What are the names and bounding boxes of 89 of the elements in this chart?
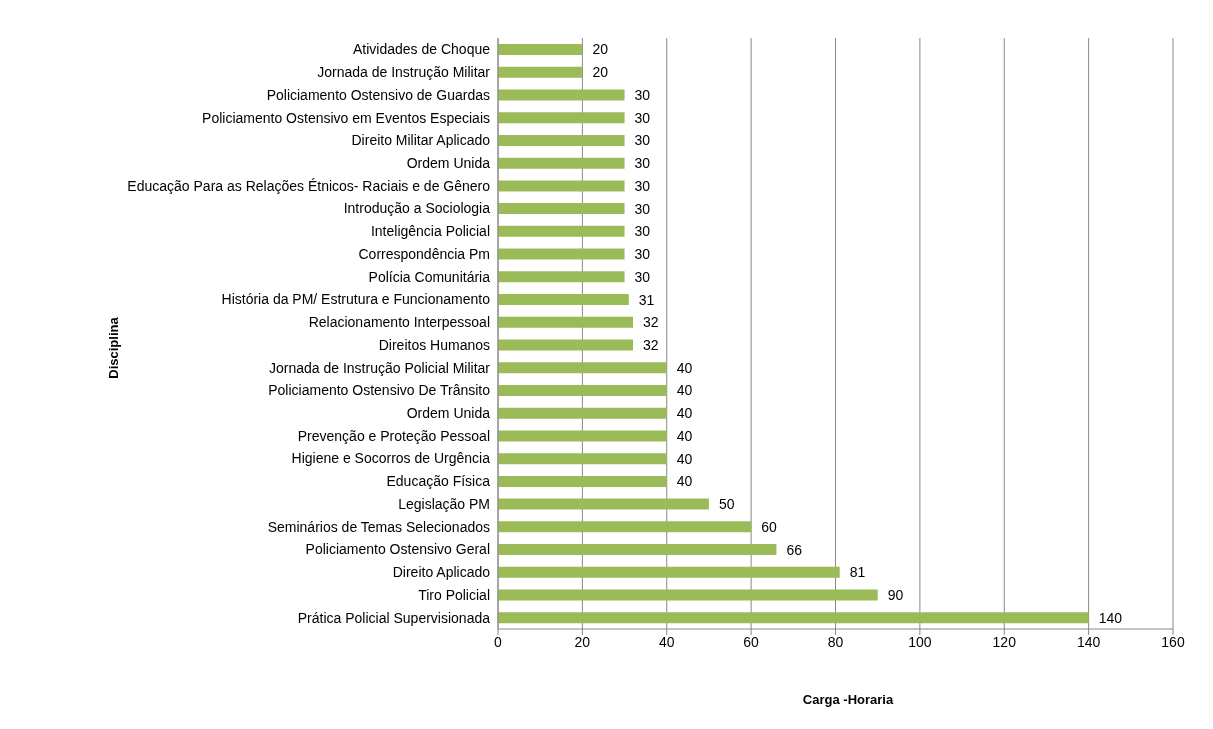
bar: [498, 384, 667, 396]
y-tick-label: Ordem Unida: [406, 405, 491, 422]
x-axis-title: Carga -Horaria: [801, 692, 895, 707]
y-tick-label: Correspondência Pm: [358, 245, 490, 262]
y-tick-label: Policiamento Ostensivo De Trânsito: [268, 382, 491, 399]
y-tick-label: Polícia Comunitária: [368, 268, 491, 285]
bar: [498, 339, 633, 351]
bar: [498, 362, 667, 374]
y-tick-label: Inteligência Policial: [370, 223, 490, 240]
data-label: 60: [761, 518, 777, 535]
y-tick-label: Relacionamento Interpessoal: [308, 314, 490, 331]
y-tick-label: Jornada de Instrução Militar: [317, 64, 491, 81]
y-axis-title: Disciplina: [105, 317, 121, 379]
x-tick-label: 120: [992, 633, 1017, 650]
bar: [498, 225, 625, 237]
y-tick-label: Direito Aplicado: [392, 564, 491, 581]
data-label: 40: [676, 382, 693, 399]
data-label: 30: [634, 200, 651, 217]
data-label: 50: [718, 496, 735, 513]
bar: [498, 180, 625, 192]
y-tick-label: Policiamento Ostensivo Geral: [305, 541, 490, 558]
data-label: 20: [592, 64, 609, 81]
bar: [498, 498, 709, 510]
data-label: 30: [634, 109, 651, 126]
y-tick-label: Introdução a Sociologia: [343, 200, 491, 217]
data-label: 140: [1098, 609, 1123, 626]
data-label: 40: [676, 450, 693, 467]
bar: [498, 316, 633, 328]
x-tick-label: 100: [908, 633, 932, 650]
y-tick-label: História da PM/ Estrutura e Funcionamento: [221, 291, 491, 308]
data-label: 30: [634, 155, 651, 172]
data-label: 81: [849, 564, 866, 581]
y-tick-label: Direitos Humanos: [378, 336, 490, 353]
data-label: 30: [634, 86, 651, 103]
bar: [498, 248, 625, 260]
bar: [498, 271, 625, 283]
bar: [498, 612, 1089, 624]
bar: [498, 453, 667, 465]
y-tick-label: Educação Física: [386, 473, 491, 490]
bar: [498, 134, 625, 146]
y-tick-label: Atividades de Choque: [353, 41, 491, 58]
data-label: 30: [634, 246, 651, 263]
data-label: 40: [676, 427, 693, 444]
data-label: 40: [676, 359, 693, 376]
bar: [498, 566, 840, 578]
x-tick-label: 40: [658, 633, 675, 650]
data-label: 31: [638, 291, 655, 308]
bar: [498, 66, 583, 78]
data-label: 66: [786, 541, 803, 558]
bar: [498, 430, 667, 442]
y-tick-label: Educação Para as Relações Étnicos- Raciais e de Gênero: [127, 177, 491, 194]
x-tick-label: 60: [743, 633, 760, 650]
data-label: 32: [643, 336, 659, 353]
bar: [498, 157, 625, 169]
data-label: 40: [676, 473, 693, 490]
y-tick-label: Jornada de Instrução Policial Militar: [269, 359, 491, 376]
y-tick-label: Direito Militar Aplicado: [351, 132, 491, 149]
data-label: 30: [634, 268, 651, 285]
bar: [498, 89, 625, 101]
x-tick-label: 20: [574, 633, 591, 650]
bar: [498, 203, 625, 215]
data-label: 30: [634, 177, 651, 194]
bar: [498, 589, 878, 601]
bar: [498, 475, 667, 487]
y-tick-label: Prática Policial Supervisionada: [297, 609, 491, 626]
data-label: 30: [634, 223, 651, 240]
y-tick-label: Tiro Policial: [418, 586, 490, 603]
x-tick-label: 160: [1161, 633, 1185, 650]
x-tick-label: 140: [1076, 633, 1101, 650]
bar: [498, 544, 777, 556]
data-label: 30: [634, 132, 651, 149]
bar: [498, 44, 583, 55]
y-tick-label: Ordem Unida: [406, 154, 491, 171]
data-label: 20: [592, 41, 609, 58]
x-tick-label: 80: [827, 633, 844, 650]
data-label: 90: [887, 587, 904, 604]
y-tick-label: Policiamento Ostensivo de Guardas: [266, 86, 490, 103]
data-label: 40: [676, 405, 693, 422]
y-tick-label: Legislação PM: [398, 495, 490, 512]
y-tick-label: Prevenção e Proteção Pessoal: [297, 427, 490, 444]
bar: [498, 294, 629, 306]
data-label: 32: [643, 314, 659, 331]
y-tick-label: Seminários de Temas Selecionados: [267, 518, 490, 535]
bar: [498, 407, 667, 419]
y-tick-label: Higiene e Socorros de Urgência: [291, 450, 491, 467]
bar: [498, 521, 752, 533]
bar: [498, 112, 625, 124]
x-tick-label: 0: [494, 633, 503, 650]
y-tick-label: Policiamento Ostensivo em Eventos Especiais: [202, 109, 490, 126]
